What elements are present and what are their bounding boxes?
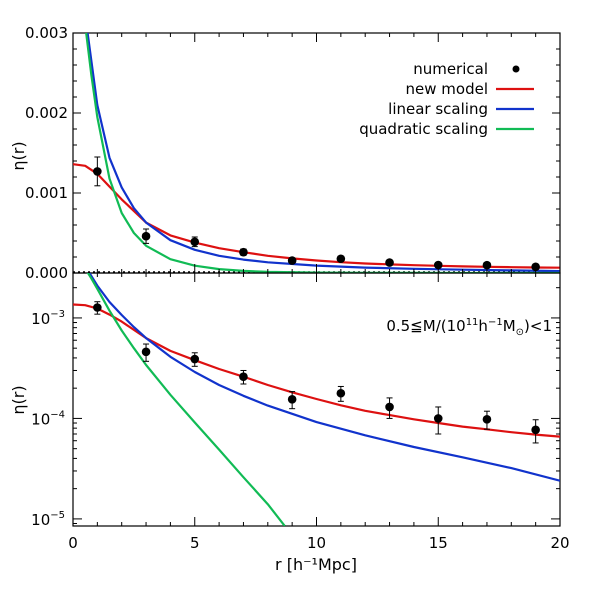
- legend: numerical new model linear scaling quadrati…: [359, 60, 534, 138]
- data-point: [141, 231, 151, 241]
- data-point: [385, 402, 394, 412]
- annotation-prefix: 0.5≦M/(10: [386, 317, 465, 335]
- data-point: [482, 260, 492, 270]
- x-tick-label: 5: [190, 534, 200, 552]
- annotation-m: M: [503, 317, 516, 335]
- top-y-tick-label: 0.003: [25, 24, 68, 42]
- x-axis-label: r [h⁻¹Mpc]: [275, 555, 357, 574]
- data-point: [93, 167, 102, 176]
- data-point: [190, 354, 200, 364]
- bottom-data-points: [93, 301, 540, 444]
- data-point: [336, 254, 346, 264]
- bottom-y-tick-label: 10−5: [31, 510, 65, 529]
- bottom-y-ticks: 10−3 10−4 10−5: [31, 287, 560, 529]
- x-tick-label: 20: [550, 534, 569, 552]
- mass-bin-annotation: 0.5≦M/(1011h−1M⊙)<1: [386, 317, 552, 338]
- legend-marker-dot: [512, 65, 520, 73]
- x-tick-label: 10: [307, 534, 326, 552]
- data-point: [433, 414, 443, 423]
- series-line-linear-scaling: [86, 33, 560, 273]
- legend-label: linear scaling: [388, 100, 488, 118]
- bottom-series-lines: [73, 273, 560, 526]
- top-y-ticks: 0.000 0.001 0.002 0.003: [25, 24, 560, 282]
- data-point: [531, 425, 540, 435]
- panel-top: 0.000 0.001 0.002 0.003 η(r) numerical new m…: [9, 24, 561, 282]
- data-point: [239, 247, 248, 257]
- series-line-linear-scaling: [88, 273, 560, 482]
- bottom-y-tick-label: 10−3: [31, 309, 65, 328]
- data-point: [93, 303, 102, 312]
- top-y-tick-label: 0.000: [25, 264, 68, 282]
- data-point: [141, 347, 151, 357]
- legend-label: new model: [406, 80, 488, 98]
- data-point: [239, 372, 248, 382]
- data-point: [482, 415, 492, 424]
- data-point: [190, 237, 200, 247]
- x-tick-label: 15: [429, 534, 448, 552]
- top-y-tick-label: 0.001: [25, 184, 68, 202]
- annotation-suffix: )<1: [524, 317, 552, 335]
- annotation-sub: ⊙: [516, 327, 524, 338]
- annotation-exp1: 11: [466, 317, 479, 328]
- annotation-exp2: −1: [488, 317, 503, 328]
- top-y-label: η(r): [9, 141, 28, 170]
- data-point: [336, 388, 346, 398]
- x-axis-ticks: 0 5 10 15 20: [68, 33, 570, 552]
- data-point: [287, 394, 297, 404]
- top-y-tick-label: 0.002: [25, 104, 68, 122]
- series-line-quadratic-scaling: [86, 273, 286, 526]
- panel-bottom: 10−3 10−4 10−5 η(r) 0.5≦M/(1011h−1M⊙)<1: [9, 272, 561, 529]
- data-point: [385, 258, 394, 267]
- bottom-y-tick-label: 10−4: [31, 409, 65, 428]
- series-line-new-model: [73, 163, 560, 269]
- data-point: [287, 256, 297, 265]
- bottom-y-label: η(r): [9, 385, 28, 414]
- top-data-points: [93, 156, 540, 272]
- legend-label: quadratic scaling: [359, 120, 488, 138]
- x-tick-label: 0: [68, 534, 78, 552]
- legend-label: numerical: [413, 60, 488, 78]
- data-point: [531, 262, 540, 272]
- annotation-mid: h: [478, 317, 488, 335]
